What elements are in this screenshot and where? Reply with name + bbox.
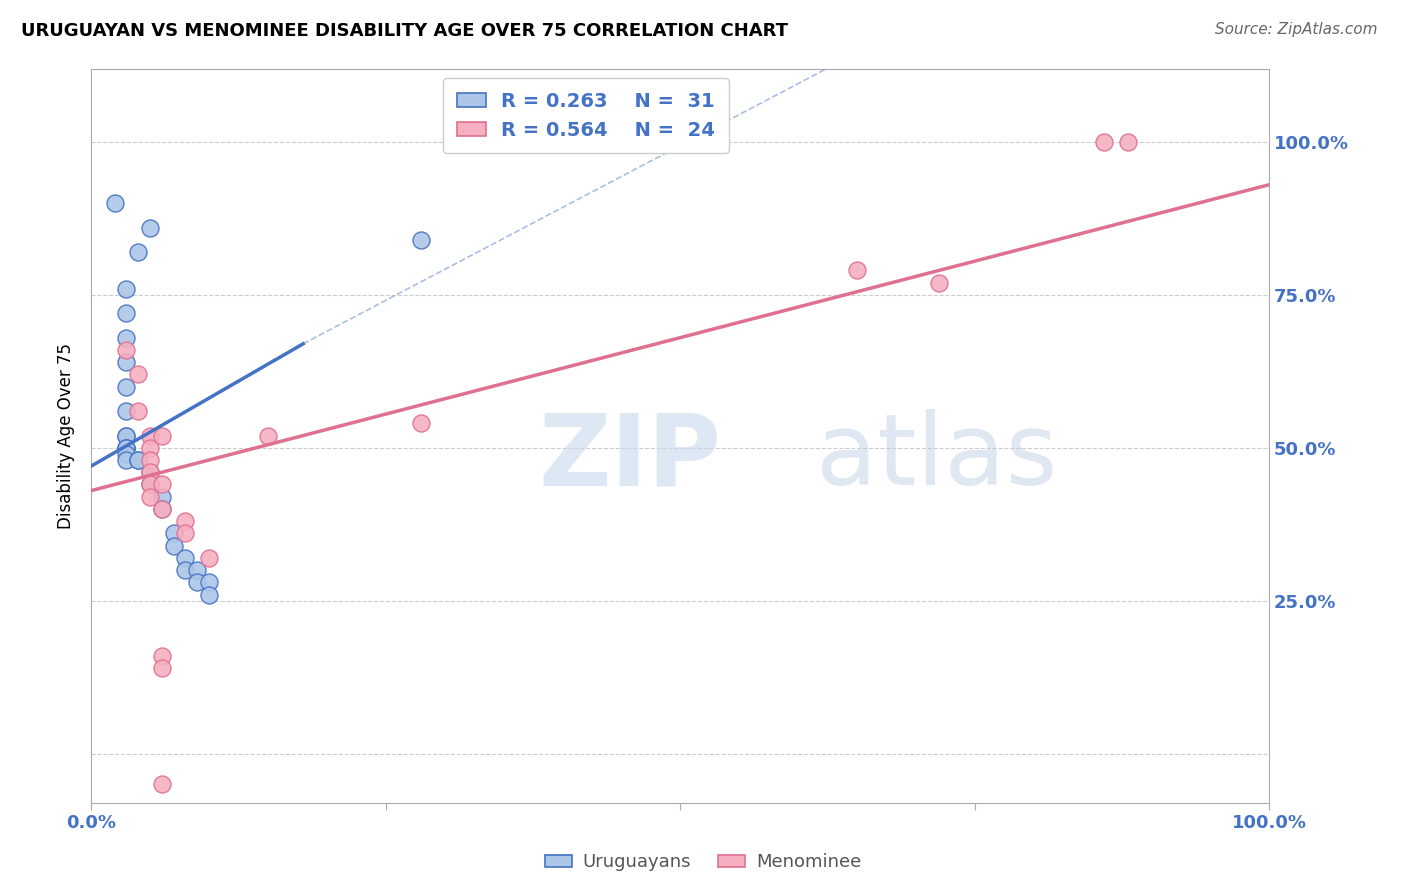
Point (115, 441, 138, 455)
Point (186, 563, 208, 577)
Point (139, 477, 162, 491)
Point (150, 648, 173, 663)
Text: URUGUAYAN VS MENOMINEE DISABILITY AGE OVER 75 CORRELATION CHART: URUGUAYAN VS MENOMINEE DISABILITY AGE OV… (21, 22, 789, 40)
Point (150, 502, 173, 516)
Point (139, 465, 162, 479)
Point (174, 550, 197, 565)
Point (127, 245, 149, 260)
Point (150, 477, 173, 491)
Point (139, 477, 162, 491)
Point (256, 428, 278, 442)
Point (174, 514, 197, 528)
Point (198, 588, 221, 602)
Point (186, 575, 208, 590)
Point (115, 355, 138, 369)
Point (409, 417, 432, 431)
Point (115, 404, 138, 418)
Point (409, 233, 432, 247)
Point (198, 575, 221, 590)
Point (139, 428, 162, 442)
Point (127, 404, 149, 418)
Point (115, 453, 138, 467)
Point (150, 502, 173, 516)
Point (162, 526, 184, 541)
Text: atlas: atlas (815, 409, 1057, 506)
Point (115, 331, 138, 345)
Point (139, 453, 162, 467)
Point (139, 441, 162, 455)
Point (115, 441, 138, 455)
Point (127, 368, 149, 382)
Text: ZIP: ZIP (538, 409, 721, 506)
Text: Source: ZipAtlas.com: Source: ZipAtlas.com (1215, 22, 1378, 37)
Point (104, 196, 127, 211)
Point (115, 447, 138, 461)
Legend: Uruguayans, Menominee: Uruguayans, Menominee (537, 847, 869, 879)
Point (1092, 135, 1115, 149)
Point (115, 343, 138, 357)
Point (162, 539, 184, 553)
Y-axis label: Disability Age Over 75: Disability Age Over 75 (58, 343, 75, 529)
Point (150, 661, 173, 675)
Point (115, 428, 138, 442)
Point (115, 379, 138, 393)
Point (845, 263, 868, 277)
Point (928, 276, 950, 290)
Point (115, 428, 138, 442)
Point (139, 465, 162, 479)
Point (139, 490, 162, 504)
Point (198, 550, 221, 565)
Point (150, 777, 173, 791)
Point (139, 220, 162, 235)
Point (115, 282, 138, 296)
Point (174, 526, 197, 541)
Point (127, 453, 149, 467)
Point (127, 453, 149, 467)
Point (115, 441, 138, 455)
Point (1116, 135, 1139, 149)
Point (150, 490, 173, 504)
Point (115, 306, 138, 320)
Point (150, 428, 173, 442)
Point (174, 563, 197, 577)
Legend: R = 0.263    N =  31, R = 0.564    N =  24: R = 0.263 N = 31, R = 0.564 N = 24 (443, 78, 728, 153)
